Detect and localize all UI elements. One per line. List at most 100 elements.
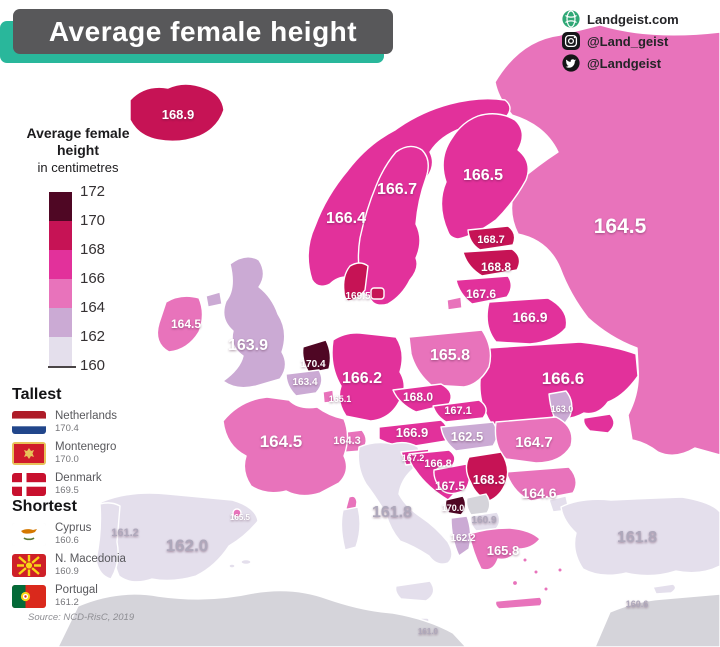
flag-pt-icon (12, 584, 46, 608)
value-label-switzerland: 164.3 (333, 435, 361, 447)
value-label-austria: 166.9 (396, 425, 429, 440)
land-middle-east-no-data (594, 593, 720, 647)
value-label-montenegro: 170.0 (442, 503, 465, 513)
value-label-greece: 165.8 (487, 543, 520, 558)
value-label-luxembourg: 165.1 (329, 394, 352, 404)
legend-scale (49, 192, 72, 366)
country-kaliningrad (446, 296, 463, 311)
value-label-norway: 166.4 (326, 210, 366, 227)
value-label-spain: 162.0 (166, 536, 209, 555)
legend-tick-label: 168 (80, 241, 106, 258)
country-romania (494, 416, 573, 464)
country-belgium (285, 369, 323, 397)
value-label-lithuania: 167.6 (466, 287, 496, 301)
social-links: Landgeist.com @Land_geist @Landgeist (562, 9, 717, 75)
value-label-serbia: 168.3 (473, 472, 506, 487)
value-label-hungary: 162.5 (451, 429, 484, 444)
rank-country-value: 169.5 (55, 485, 79, 496)
value-label-albania: 162.2 (450, 533, 475, 544)
country-northern-ireland (205, 291, 223, 308)
social-handle: @Landgeist (587, 55, 662, 71)
legend-swatch (49, 250, 72, 279)
country-shapes (57, 24, 720, 647)
value-label-andorra: 165.5 (230, 513, 251, 522)
value-label-netherlands: 170.4 (300, 359, 325, 370)
instagram-icon (562, 32, 580, 50)
flag-cy-icon (12, 522, 46, 546)
value-label-portugal: 161.2 (111, 527, 139, 539)
country-estonia (467, 225, 516, 251)
land-north-africa-no-data (57, 589, 467, 647)
rank-country-value: 161.2 (55, 597, 79, 608)
legend-tick-label: 164 (80, 299, 106, 316)
rank-country-value: 160.6 (55, 535, 79, 546)
value-label-slovenia: 167.2 (402, 453, 425, 463)
country-italy (357, 441, 453, 565)
value-label-denmark: 169.5 (345, 291, 370, 302)
social-handle: Landgeist.com (587, 11, 679, 27)
rank-text: N. Macedonia 160.9 (55, 553, 126, 577)
legend-swatch (49, 308, 72, 337)
country-poland (408, 329, 492, 388)
legend-tick-label: 166 (80, 270, 106, 287)
country-danish-isles (370, 287, 385, 300)
tallest-block: Tallest Netherlands 170.4 Montenegro 170.0 D… (12, 386, 162, 503)
country-sardinia (340, 506, 361, 551)
value-label-slovakia: 167.1 (444, 405, 472, 417)
social-link-instagram[interactable]: @Land_geist (562, 31, 717, 51)
legend-tick-label: 160 (47, 357, 106, 374)
legend-title-line1: Average female (26, 125, 130, 141)
country-kosovo-no-data (465, 493, 491, 516)
flag-me-icon (12, 441, 46, 465)
country-denmark (342, 262, 369, 302)
country-united-kingdom (222, 256, 287, 389)
source-note: Source: NCD-RisC, 2019 (28, 612, 135, 623)
legend-tick-label: 170 (80, 212, 106, 229)
country-sweden (357, 145, 429, 306)
country-belarus (486, 297, 568, 345)
country-andorra (232, 508, 242, 518)
rank-country-name: N. Macedonia (55, 553, 126, 565)
value-label-moldova: 163.0 (551, 404, 574, 414)
value-label-united-kingdom: 163.9 (228, 337, 268, 354)
value-label-croatia: 166.8 (424, 458, 452, 470)
social-link-twitter[interactable]: @Landgeist (562, 53, 717, 73)
country-balearic-islands (228, 558, 252, 569)
shortest-list: Cyprus 160.6 N. Macedonia 160.9 Portugal 161.… (12, 522, 162, 608)
rank-country-name: Portugal (55, 584, 98, 596)
country-albania (450, 515, 472, 557)
country-aegean-islands (511, 557, 563, 592)
legend-subtitle: in centimetres (37, 160, 119, 175)
value-label-sweden: 166.7 (377, 181, 417, 198)
flag-mk-icon (12, 553, 46, 577)
legend-title-line2: height (57, 142, 99, 158)
value-label-france: 164.5 (260, 432, 303, 451)
page-title-box: Average female height (13, 9, 393, 54)
rank-row-cyprus: Cyprus 160.6 (12, 522, 162, 546)
legend-swatch (49, 221, 72, 250)
shortest-block: Shortest Cyprus 160.6 N. Macedonia 160.9 Por… (12, 498, 162, 615)
rank-text: Denmark 169.5 (55, 472, 102, 496)
country-cyprus (652, 583, 677, 595)
legend-tick-label: 162 (80, 328, 106, 345)
rank-country-name: Netherlands (55, 410, 118, 422)
country-crete (494, 596, 543, 610)
value-label-ireland: 164.5 (171, 317, 201, 331)
rank-row-denmark: Denmark 169.5 (12, 472, 162, 496)
country-netherlands (301, 339, 332, 374)
tallest-heading: Tallest (12, 386, 62, 403)
social-link-globe[interactable]: Landgeist.com (562, 9, 717, 29)
rank-country-value: 170.0 (55, 454, 79, 465)
country-greece (468, 527, 541, 571)
legend-swatch (49, 279, 72, 308)
flag-nl-icon (12, 410, 46, 434)
country-bulgaria (505, 466, 577, 502)
value-label-belgium: 163.4 (292, 377, 317, 388)
value-label-belarus: 166.9 (512, 309, 547, 325)
value-label-czechia: 168.0 (403, 390, 433, 404)
rank-country-name: Denmark (55, 472, 102, 484)
legend-ticks: 172 170 168 166 164 162 160 (47, 183, 120, 374)
rank-text: Portugal 161.2 (55, 584, 98, 608)
rank-country-name: Cyprus (55, 522, 92, 534)
